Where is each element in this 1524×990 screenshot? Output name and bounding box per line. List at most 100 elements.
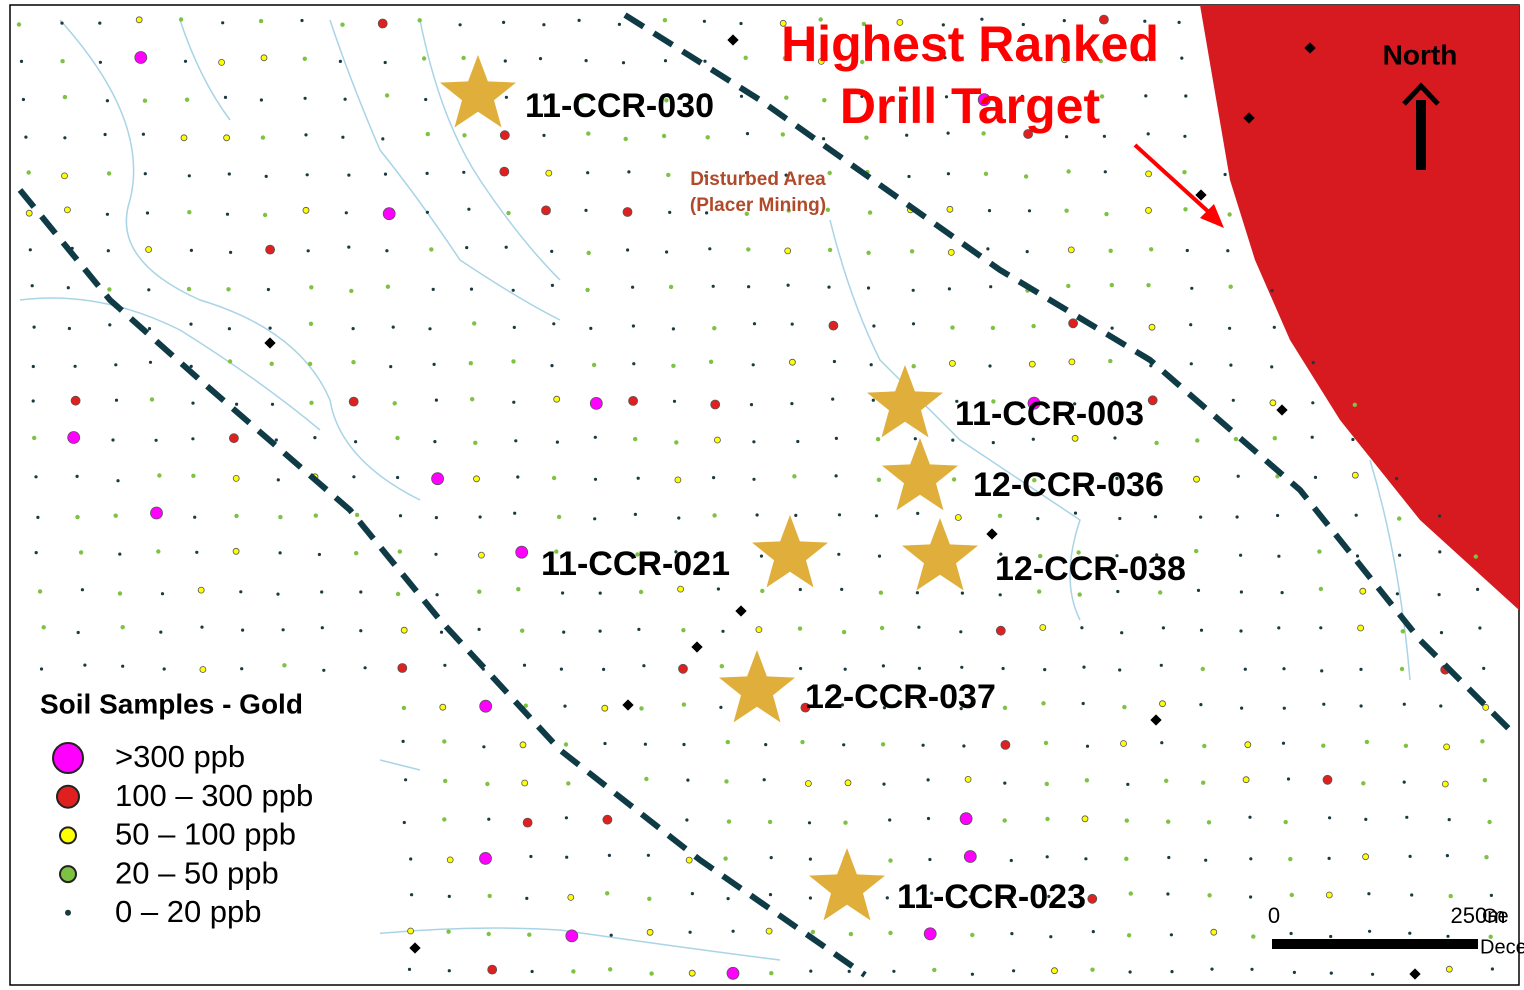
soil-sample [1019, 56, 1023, 60]
soil-sample [31, 364, 35, 369]
soil-sample [1249, 857, 1253, 861]
soil-sample [875, 437, 881, 442]
soil-sample [999, 552, 1003, 556]
soil-sample [864, 135, 869, 140]
soil-sample [1408, 854, 1412, 859]
soil-sample [443, 778, 448, 784]
soil-sample [1126, 933, 1132, 938]
soil-sample [306, 249, 310, 253]
soil-sample [834, 474, 838, 478]
soil-sample [926, 816, 931, 821]
soil-sample [1210, 967, 1214, 971]
soil-sample [636, 476, 640, 480]
soil-sample [429, 247, 434, 252]
soil-sample [1276, 513, 1280, 518]
soil-sample [1193, 475, 1200, 483]
soil-sample [401, 705, 407, 711]
soil-sample [425, 210, 429, 214]
drill-hole-label: 11-CCR-030 [525, 87, 714, 125]
legend-marker [59, 826, 77, 845]
soil-sample [674, 550, 678, 554]
soil-sample [681, 702, 687, 707]
soil-sample [1124, 856, 1129, 861]
legend-label: 0 – 20 ppb [115, 894, 262, 929]
soil-sample [523, 703, 528, 708]
soil-sample [674, 476, 682, 484]
soil-sample [970, 932, 975, 938]
soil-sample [1128, 891, 1134, 896]
soil-sample [522, 817, 533, 828]
soil-sample [888, 818, 892, 822]
soil-sample [1240, 706, 1244, 710]
soil-sample [234, 513, 239, 519]
soil-sample [769, 971, 774, 976]
soil-sample [276, 592, 280, 596]
soil-sample [114, 363, 118, 367]
soil-sample [114, 398, 119, 402]
drill-hole-star [902, 518, 978, 591]
soil-sample [1395, 477, 1399, 481]
soil-sample [882, 782, 886, 786]
soil-sample [807, 821, 812, 825]
soil-sample [860, 94, 864, 98]
soil-sample [928, 857, 932, 862]
soil-sample [513, 511, 517, 515]
soil-sample [259, 98, 263, 102]
soil-sample [647, 896, 652, 901]
soil-sample [442, 739, 447, 744]
soil-sample [1228, 284, 1233, 289]
soil-sample [991, 399, 996, 404]
soil-sample [178, 17, 184, 22]
soil-sample [1144, 58, 1148, 62]
soil-sample [639, 706, 644, 711]
soil-sample [1099, 94, 1105, 99]
soil-sample [881, 664, 886, 668]
soil-sample [1161, 626, 1165, 630]
soil-sample [745, 132, 750, 136]
soil-sample [225, 212, 230, 216]
soil-sample [947, 248, 955, 256]
soil-sample [514, 439, 518, 443]
soil-sample [764, 743, 768, 747]
drill-target-area [1200, 5, 1519, 610]
soil-sample [1439, 704, 1443, 708]
soil-sample [1001, 666, 1005, 671]
soil-sample [899, 58, 904, 62]
soil-sample [1235, 515, 1239, 519]
soil-sample [1002, 705, 1008, 710]
soil-sample [439, 703, 447, 711]
soil-sample [1473, 554, 1479, 559]
soil-sample [844, 779, 852, 787]
soil-sample [1355, 554, 1360, 558]
soil-sample [800, 702, 811, 713]
soil-sample [1061, 56, 1068, 64]
soil-sample [184, 97, 190, 102]
soil-sample [223, 134, 231, 142]
soil-sample [1098, 58, 1103, 64]
drill-hole-label: 11-CCR-023 [897, 878, 1086, 916]
soil-sample [705, 94, 709, 98]
soil-sample [468, 361, 473, 366]
soil-sample [75, 474, 79, 478]
soil-sample [545, 169, 553, 177]
soil-sample [1248, 815, 1252, 819]
soil-sample [307, 361, 313, 367]
soil-sample [218, 59, 226, 66]
soil-sample [749, 403, 754, 407]
soil-sample [631, 324, 636, 328]
soil-sample [808, 896, 813, 900]
soil-sample [712, 326, 717, 331]
soil-sample [160, 592, 165, 596]
soil-sample [989, 285, 993, 289]
soil-sample [607, 853, 612, 858]
soil-sample [589, 396, 603, 410]
soil-sample [446, 856, 454, 864]
soil-sample [1408, 931, 1412, 935]
soil-sample [189, 364, 193, 368]
soil-sample [1243, 667, 1247, 671]
soil-sample [1043, 740, 1049, 746]
soil-sample [746, 247, 751, 252]
soil-sample [105, 212, 109, 216]
soil-sample [827, 247, 833, 253]
soil-sample [520, 628, 525, 633]
